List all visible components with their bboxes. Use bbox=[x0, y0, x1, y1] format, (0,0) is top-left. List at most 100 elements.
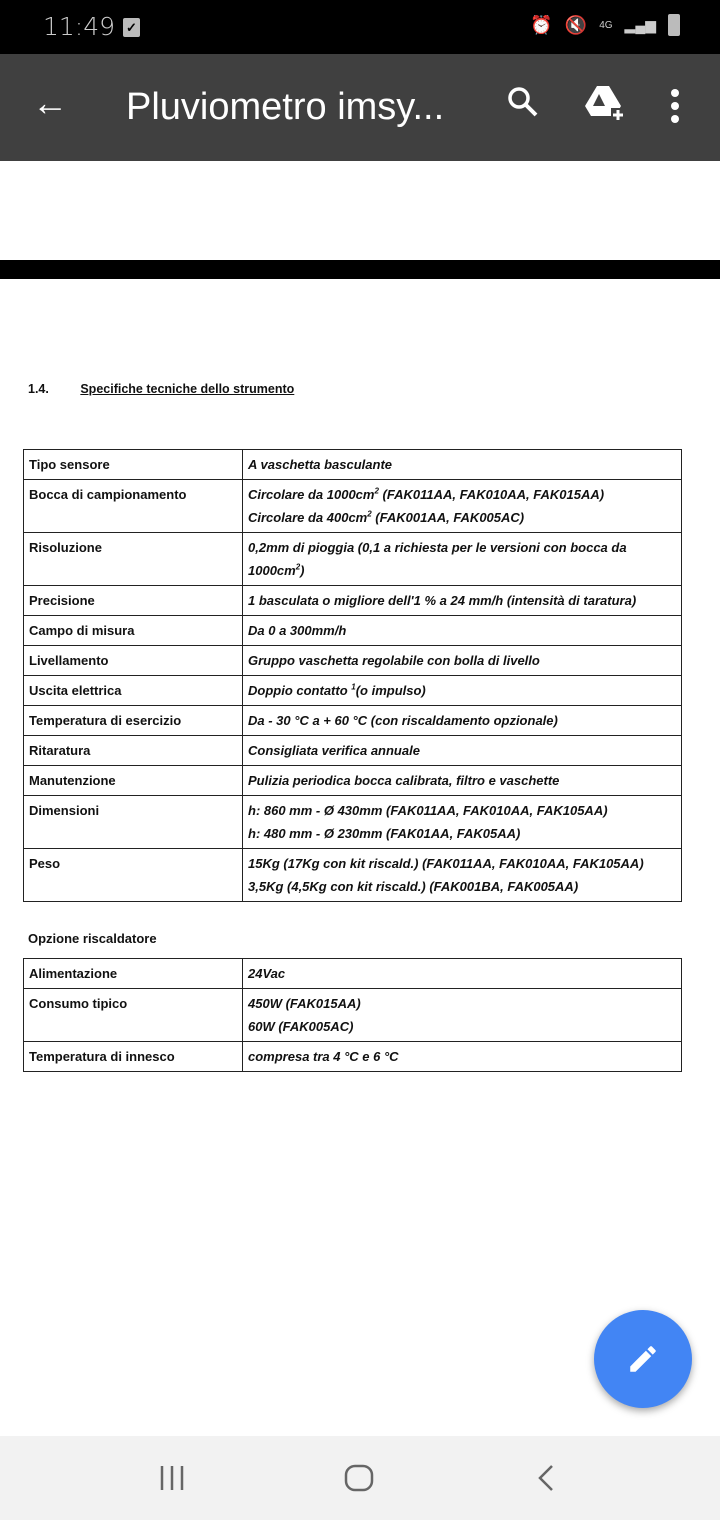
table-row: Risoluzione 0,2mm di pioggia (0,1 a richi… bbox=[23, 532, 682, 586]
value-text: Doppio contatto bbox=[248, 683, 352, 698]
document-body: Tipo sensore A vaschetta basculante Bocca … bbox=[23, 449, 682, 1072]
value-line: 60W (FAK005AC) bbox=[248, 1015, 677, 1038]
value-line: 0,2mm di pioggia (0,1 a richiesta per le… bbox=[248, 536, 677, 582]
table-row: Bocca di campionamento Circolare da 1000c… bbox=[23, 479, 682, 533]
value-text: 60W (FAK005AC) bbox=[248, 1019, 354, 1034]
spec-value: 1 basculata o migliore dell'1 % a 24 mm/… bbox=[242, 585, 682, 616]
spec-label: Risoluzione bbox=[23, 532, 243, 586]
status-bar: 11:49 ✓ ⏰ 🔇 4G ▂▄▆ bbox=[0, 0, 720, 54]
spec-value: compresa tra 4 °C e 6 °C bbox=[242, 1041, 682, 1072]
spec-label: Temperatura di innesco bbox=[23, 1041, 243, 1072]
value-text: (o impulso) bbox=[355, 683, 426, 698]
value-line: h: 860 mm - Ø 430mm (FAK011AA, FAK010AA,… bbox=[248, 799, 677, 822]
spec-label: Tipo sensore bbox=[23, 449, 243, 480]
spec-label: Bocca di campionamento bbox=[23, 479, 243, 533]
spec-value: A vaschetta basculante bbox=[242, 449, 682, 480]
section-title: Specifiche tecniche dello strumento bbox=[80, 382, 295, 396]
back-arrow-icon[interactable]: ← bbox=[32, 82, 68, 123]
value-line: Da - 30 °C a + 60 °C (con riscaldamento … bbox=[248, 709, 677, 732]
spec-label: Campo di misura bbox=[23, 615, 243, 646]
spec-label: Uscita elettrica bbox=[23, 675, 243, 706]
spec-label: Dimensioni bbox=[23, 795, 243, 849]
spec-value: Doppio contatto 1(o impulso) bbox=[242, 675, 682, 706]
back-icon[interactable] bbox=[536, 1464, 556, 1497]
value-text: h: 860 mm - Ø 430mm (FAK011AA, FAK010AA,… bbox=[248, 803, 608, 818]
spec-value: Circolare da 1000cm2 (FAK011AA, FAK010AA… bbox=[242, 479, 682, 533]
value-line: 15Kg (17Kg con kit riscald.) (FAK011AA, … bbox=[248, 852, 677, 875]
value-text: 3,5Kg (4,5Kg con kit riscald.) (FAK001BA… bbox=[248, 879, 579, 894]
value-line: A vaschetta basculante bbox=[248, 453, 677, 476]
navigation-bar bbox=[0, 1436, 720, 1520]
value-line: h: 480 mm - Ø 230mm (FAK01AA, FAK05AA) bbox=[248, 822, 677, 845]
value-line: Pulizia periodica bocca calibrata, filtr… bbox=[248, 769, 677, 792]
spec-value: Pulizia periodica bocca calibrata, filtr… bbox=[242, 765, 682, 796]
edit-button[interactable] bbox=[594, 1310, 692, 1408]
spec-label: Precisione bbox=[23, 585, 243, 616]
value-text: compresa tra 4 °C e 6 °C bbox=[248, 1049, 399, 1064]
spec-value: Gruppo vaschetta regolabile con bolla di… bbox=[242, 645, 682, 676]
value-line: 3,5Kg (4,5Kg con kit riscald.) (FAK001BA… bbox=[248, 875, 677, 898]
battery-icon bbox=[668, 14, 680, 36]
spec-value: 0,2mm di pioggia (0,1 a richiesta per le… bbox=[242, 532, 682, 586]
value-text: Pulizia periodica bocca calibrata, filtr… bbox=[248, 773, 560, 788]
app-bar: ← Pluviometro imsy... bbox=[0, 54, 720, 161]
spec-label: Alimentazione bbox=[23, 958, 243, 989]
spec-value: Consigliata verifica annuale bbox=[242, 735, 682, 766]
value-text: Da 0 a 300mm/h bbox=[248, 623, 347, 638]
value-text: h: 480 mm - Ø 230mm (FAK01AA, FAK05AA) bbox=[248, 826, 521, 841]
spec-value: Da 0 a 300mm/h bbox=[242, 615, 682, 646]
table-row: Tipo sensore A vaschetta basculante bbox=[23, 449, 682, 480]
value-line: 24Vac bbox=[248, 962, 677, 985]
superscript: 2 bbox=[295, 562, 301, 572]
spec-label: Livellamento bbox=[23, 645, 243, 676]
heater-title: Opzione riscaldatore bbox=[28, 931, 157, 946]
value-text: 1 basculata o migliore dell'1 % a 24 mm/… bbox=[248, 593, 637, 608]
network-type: 4G bbox=[599, 19, 613, 31]
value-text: Circolare da 1000cm bbox=[248, 487, 375, 502]
table-row: Temperatura di innesco compresa tra 4 °C … bbox=[23, 1041, 682, 1072]
heater-table: Alimentazione 24Vac Consumo tipico 450W (FA… bbox=[23, 958, 682, 1072]
value-line: 450W (FAK015AA) bbox=[248, 992, 677, 1015]
value-line: Gruppo vaschetta regolabile con bolla di… bbox=[248, 649, 677, 672]
vibrate-mute-icon: 🔇 bbox=[564, 14, 588, 35]
superscript: 2 bbox=[367, 509, 372, 519]
table-row: Alimentazione 24Vac bbox=[23, 958, 682, 989]
spec-label: Peso bbox=[23, 848, 243, 902]
search-icon[interactable] bbox=[505, 84, 541, 120]
spec-value: 15Kg (17Kg con kit riscald.) (FAK011AA, … bbox=[242, 848, 682, 902]
spec-label: Ritaratura bbox=[23, 735, 243, 766]
alarm-icon: ⏰ bbox=[530, 14, 553, 35]
signal-icon: ▂▄▆ bbox=[624, 16, 656, 33]
value-text: 450W (FAK015AA) bbox=[248, 996, 361, 1011]
value-line: Circolare da 400cm2 (FAK001AA, FAK005AC) bbox=[248, 506, 677, 529]
section-number: 1.4. bbox=[28, 382, 49, 396]
drive-add-icon[interactable] bbox=[585, 84, 627, 122]
superscript: 2 bbox=[374, 486, 379, 496]
recent-apps-icon[interactable] bbox=[158, 1464, 186, 1497]
value-text: 15Kg (17Kg con kit riscald.) (FAK011AA, … bbox=[248, 856, 644, 871]
table-row: Consumo tipico 450W (FAK015AA) 60W (FAK005… bbox=[23, 988, 682, 1042]
more-vert-icon[interactable] bbox=[669, 88, 681, 124]
value-text: Consigliata verifica annuale bbox=[248, 743, 420, 758]
superscript: 1 bbox=[351, 682, 356, 692]
value-text: (FAK001AA, FAK005AC) bbox=[371, 510, 525, 525]
table-row: Manutenzione Pulizia periodica bocca cali… bbox=[23, 765, 682, 796]
value-line: compresa tra 4 °C e 6 °C bbox=[248, 1045, 677, 1068]
table-row: Dimensioni h: 860 mm - Ø 430mm (FAK011AA… bbox=[23, 795, 682, 849]
value-text: 0,2mm di pioggia (0,1 a richiesta per le… bbox=[248, 540, 627, 578]
value-text: 24Vac bbox=[248, 966, 286, 981]
value-text: Da - 30 °C a + 60 °C (con riscaldamento … bbox=[248, 713, 558, 728]
spec-value: Da - 30 °C a + 60 °C (con riscaldamento … bbox=[242, 705, 682, 736]
value-line: Da 0 a 300mm/h bbox=[248, 619, 677, 642]
value-text: Circolare da 400cm bbox=[248, 510, 368, 525]
home-icon[interactable] bbox=[344, 1464, 374, 1497]
value-line: Circolare da 1000cm2 (FAK011AA, FAK010AA… bbox=[248, 483, 677, 506]
spec-label: Consumo tipico bbox=[23, 988, 243, 1042]
spec-value: 450W (FAK015AA) 60W (FAK005AC) bbox=[242, 988, 682, 1042]
value-line: 1 basculata o migliore dell'1 % a 24 mm/… bbox=[248, 589, 677, 612]
table-row: Precisione 1 basculata o migliore dell'1 … bbox=[23, 585, 682, 616]
clock: 11:49 bbox=[43, 12, 116, 41]
table-row: Peso 15Kg (17Kg con kit riscald.) (FAK011… bbox=[23, 848, 682, 902]
section-heading: 1.4. Specifiche tecniche dello strumento bbox=[28, 382, 294, 396]
table-row: Uscita elettrica Doppio contatto 1(o impu… bbox=[23, 675, 682, 706]
